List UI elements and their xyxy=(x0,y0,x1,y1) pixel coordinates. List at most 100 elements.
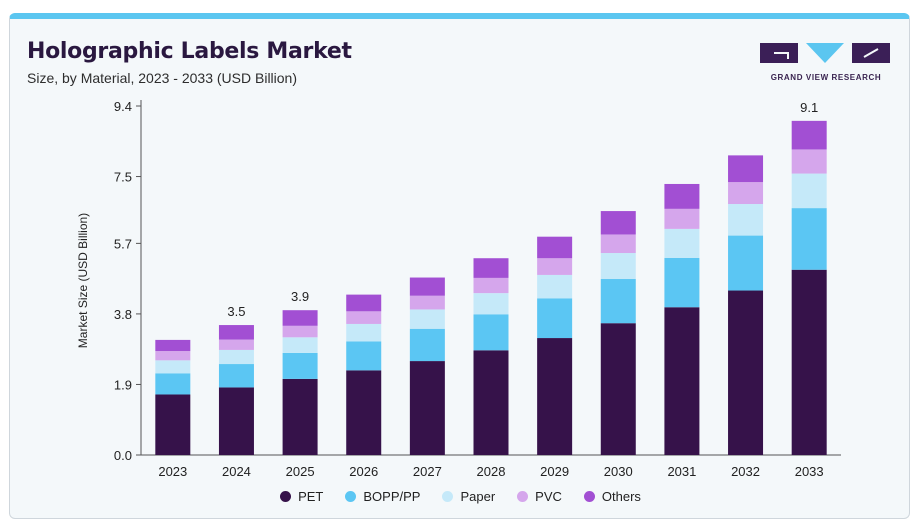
bar-segment-bopp-pp-2026 xyxy=(346,341,382,371)
bar-segment-paper-2029 xyxy=(537,274,573,299)
bar-segment-pet-2029 xyxy=(537,338,573,455)
bar-segment-others-2027 xyxy=(409,277,445,296)
bar-segment-pvc-2026 xyxy=(346,311,382,324)
bar-segment-pet-2025 xyxy=(282,378,318,455)
logo-right-accent xyxy=(863,48,879,58)
x-tick-label: 2033 xyxy=(795,464,824,479)
bar-segment-pet-2031 xyxy=(664,307,700,455)
chart-card: Holographic Labels Market Size, by Mater… xyxy=(9,13,910,519)
bar-segment-bopp-pp-2030 xyxy=(600,279,636,324)
bar-segment-others-2029 xyxy=(537,236,573,259)
bar-segment-paper-2031 xyxy=(664,228,700,258)
logo-middle-chevron xyxy=(806,43,844,63)
page-subtitle: Size, by Material, 2023 - 2033 (USD Bill… xyxy=(27,70,298,86)
legend-item-pvc: PVC xyxy=(517,489,562,504)
bar-segment-paper-2027 xyxy=(409,309,445,329)
legend-label: Others xyxy=(601,489,641,504)
legend-dot-icon xyxy=(280,491,292,502)
x-tick-label: 2028 xyxy=(477,464,506,479)
x-tick-label: 2029 xyxy=(540,464,569,479)
logo-left-accent xyxy=(774,52,789,59)
bar-segment-pet-2023 xyxy=(155,394,191,455)
data-label-2033: 9.1 xyxy=(800,100,818,115)
data-label-2025: 3.9 xyxy=(291,289,309,304)
data-label-2024: 3.5 xyxy=(227,304,245,319)
bar-segment-pvc-2027 xyxy=(409,295,445,310)
legend-label: BOPP/PP xyxy=(363,489,421,504)
stacked-bar-chart: 0.0 1.9 3.8 5.7 7.5 9.4 Market Size (USD Billi… xyxy=(76,99,841,479)
bar-segment-others-2028 xyxy=(473,258,509,278)
legend-label: Paper xyxy=(460,489,496,504)
page-title: Holographic Labels Market xyxy=(27,39,352,64)
bar-segment-others-2024 xyxy=(218,325,254,340)
y-tick-label: 0.0 xyxy=(114,448,132,463)
bar-segment-others-2025 xyxy=(282,310,318,326)
y-axis-label: Market Size (USD Billion) xyxy=(76,213,90,348)
x-tick-label: 2025 xyxy=(286,464,315,479)
legend-dot-icon xyxy=(583,491,595,502)
bar-segment-pet-2026 xyxy=(346,370,382,455)
grand-view-research-logo-icon xyxy=(760,43,890,63)
brand-name: GRAND VIEW RESEARCH xyxy=(770,73,882,82)
bar-segment-bopp-pp-2033 xyxy=(791,208,827,270)
x-tick-label: 2024 xyxy=(222,464,251,479)
x-tick-label: 2031 xyxy=(667,464,696,479)
bar-segment-pet-2033 xyxy=(791,269,827,455)
bar-segment-pet-2032 xyxy=(728,290,764,455)
bar-segment-bopp-pp-2027 xyxy=(409,328,445,362)
legend-dot-icon xyxy=(442,491,454,502)
y-tick-label: 3.8 xyxy=(114,307,132,322)
legend-item-paper: Paper xyxy=(442,489,495,504)
bar-segment-paper-2026 xyxy=(346,323,382,342)
bar-segment-others-2023 xyxy=(155,339,191,352)
legend-item-pet: PET xyxy=(280,489,323,504)
bar-segment-paper-2030 xyxy=(600,253,636,280)
x-tick-label: 2030 xyxy=(604,464,633,479)
legend-dot-icon xyxy=(517,491,529,502)
bar-segment-bopp-pp-2023 xyxy=(155,373,191,395)
bar-segment-pet-2030 xyxy=(600,323,636,455)
bar-segment-paper-2033 xyxy=(791,173,827,209)
y-tick-label: 7.5 xyxy=(114,170,132,185)
legend-item-bopp-pp: BOPP/PP xyxy=(345,489,420,504)
x-tick-label: 2027 xyxy=(413,464,442,479)
bar-segment-pvc-2025 xyxy=(282,325,318,338)
x-tick-label: 2023 xyxy=(158,464,187,479)
y-tick-label: 9.4 xyxy=(114,99,132,114)
bar-segment-pvc-2028 xyxy=(473,277,509,294)
bar-segment-paper-2028 xyxy=(473,293,509,315)
bar-segment-paper-2024 xyxy=(218,349,254,365)
bar-segment-others-2030 xyxy=(600,211,636,235)
bar-segment-bopp-pp-2031 xyxy=(664,257,700,308)
bar-segment-others-2026 xyxy=(346,294,382,312)
bar-segment-paper-2025 xyxy=(282,337,318,353)
bar-segment-paper-2023 xyxy=(155,360,191,374)
x-tick-label: 2032 xyxy=(731,464,760,479)
bar-segment-pet-2027 xyxy=(409,361,445,455)
bar-segment-pvc-2032 xyxy=(728,182,764,205)
legend-label: PVC xyxy=(535,489,562,504)
legend-label: PET xyxy=(298,489,324,504)
chart-legend: PET BOPP/PP Paper PVC Others xyxy=(10,489,909,504)
bar-segment-bopp-pp-2024 xyxy=(218,364,254,388)
legend-item-others: Others xyxy=(583,489,641,504)
y-tick-label: 5.7 xyxy=(114,236,132,251)
legend-dot-icon xyxy=(345,491,357,502)
bar-segment-pvc-2029 xyxy=(537,258,573,275)
bar-segment-pet-2028 xyxy=(473,350,509,455)
bar-segment-others-2033 xyxy=(791,120,827,150)
bar-segment-pvc-2023 xyxy=(155,351,191,361)
y-tick-label: 1.9 xyxy=(114,377,132,392)
bar-segment-others-2032 xyxy=(728,155,764,183)
bar-segment-bopp-pp-2028 xyxy=(473,314,509,351)
bar-segment-bopp-pp-2032 xyxy=(728,235,764,291)
bar-segment-pvc-2030 xyxy=(600,234,636,254)
bar-segment-pvc-2031 xyxy=(664,208,700,229)
bar-segment-others-2031 xyxy=(664,183,700,209)
bar-segment-pet-2024 xyxy=(218,387,254,455)
x-tick-label: 2026 xyxy=(349,464,378,479)
bar-segment-pvc-2033 xyxy=(791,149,827,174)
bar-segment-pvc-2024 xyxy=(218,339,254,350)
bar-segment-bopp-pp-2025 xyxy=(282,352,318,379)
bar-segment-bopp-pp-2029 xyxy=(537,298,573,339)
